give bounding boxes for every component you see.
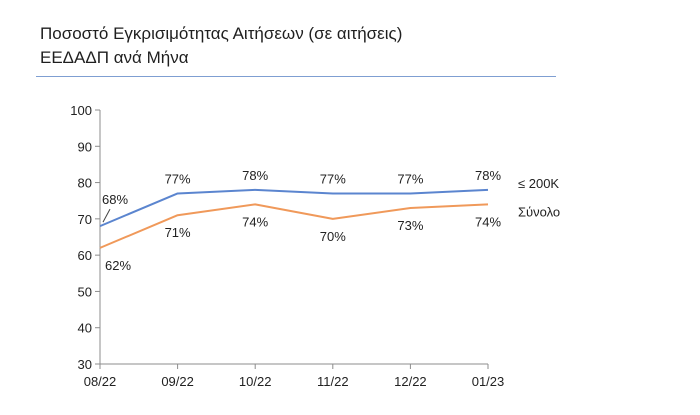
x-tick-label: 01/23 [472, 374, 505, 389]
y-tick-label: 30 [78, 357, 92, 372]
data-label-leader [102, 208, 111, 223]
data-label: 68% [102, 192, 128, 207]
chart-title-line-2: ΕΕΔΑΔΠ ανά Μήνα [40, 48, 189, 67]
y-tick-label: 40 [78, 321, 92, 336]
data-label: 73% [397, 218, 423, 233]
y-tick-label: 90 [78, 139, 92, 154]
data-label: 77% [165, 171, 191, 186]
data-label: 78% [475, 168, 501, 183]
x-tick-label: 08/22 [84, 374, 117, 389]
x-tick-label: 11/22 [317, 374, 349, 389]
x-tick-label: 10/22 [239, 374, 272, 389]
chart-title-line-1: Ποσοστό Εγκρισιμότητας Αιτήσεων (σε αιτή… [40, 24, 403, 43]
y-tick-label: 80 [78, 176, 92, 191]
x-tick-label: 09/22 [161, 374, 194, 389]
y-tick-label: 100 [70, 103, 92, 118]
chart-data-labels: 68% 77% 78% 77% 77% 78% 62% 71% 74% 70% 73% 74% [102, 168, 501, 273]
x-tick-label: 12/22 [394, 374, 427, 389]
chart-axes: 30 40 50 60 70 80 90 100 08/22 09/22 10/22 11/22 12/… [70, 103, 504, 389]
data-label: 62% [105, 258, 131, 273]
data-label: 78% [242, 168, 268, 183]
chart-legend: ≤ 200K Σύνολο [518, 176, 560, 220]
series-line-1 [99, 188, 489, 228]
y-tick-label: 60 [78, 248, 92, 263]
series-line-2 [99, 203, 489, 249]
data-label: 70% [320, 229, 346, 244]
chart-series [99, 188, 489, 249]
y-tick-label: 70 [78, 212, 92, 227]
data-label: 74% [242, 214, 268, 229]
data-label: 77% [320, 171, 346, 186]
y-tick-label: 50 [78, 284, 92, 299]
title-divider [36, 76, 556, 77]
legend-entry-2: Σύνολο [518, 204, 560, 219]
data-label: 77% [397, 171, 423, 186]
data-label: 71% [165, 225, 191, 240]
data-label: 74% [475, 214, 501, 229]
chart-title: Ποσοστό Εγκρισιμότητας Αιτήσεων (σε αιτή… [40, 22, 402, 70]
legend-entry-1: ≤ 200K [518, 176, 559, 191]
